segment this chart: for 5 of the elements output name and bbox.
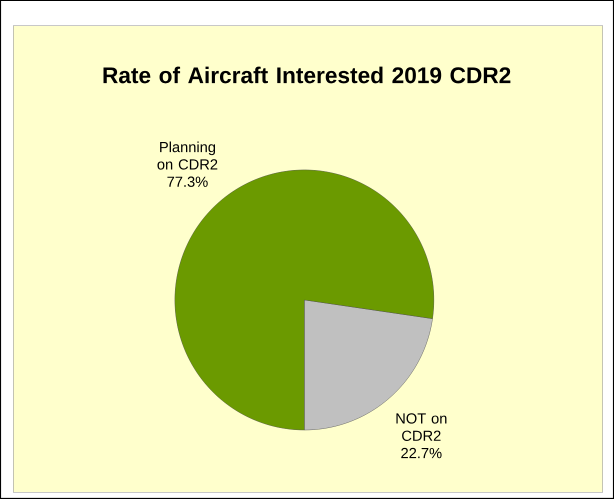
data-label: 22.7%: [401, 448, 442, 458]
slice-label: NOT on CDR2: [396, 413, 446, 441]
chart-title: Rate of Aircraft Interested 2019 CDR2: [104, 66, 510, 84]
slice-label: Planning on CDR2: [157, 141, 218, 170]
data-label: 77.3%: [167, 176, 208, 187]
